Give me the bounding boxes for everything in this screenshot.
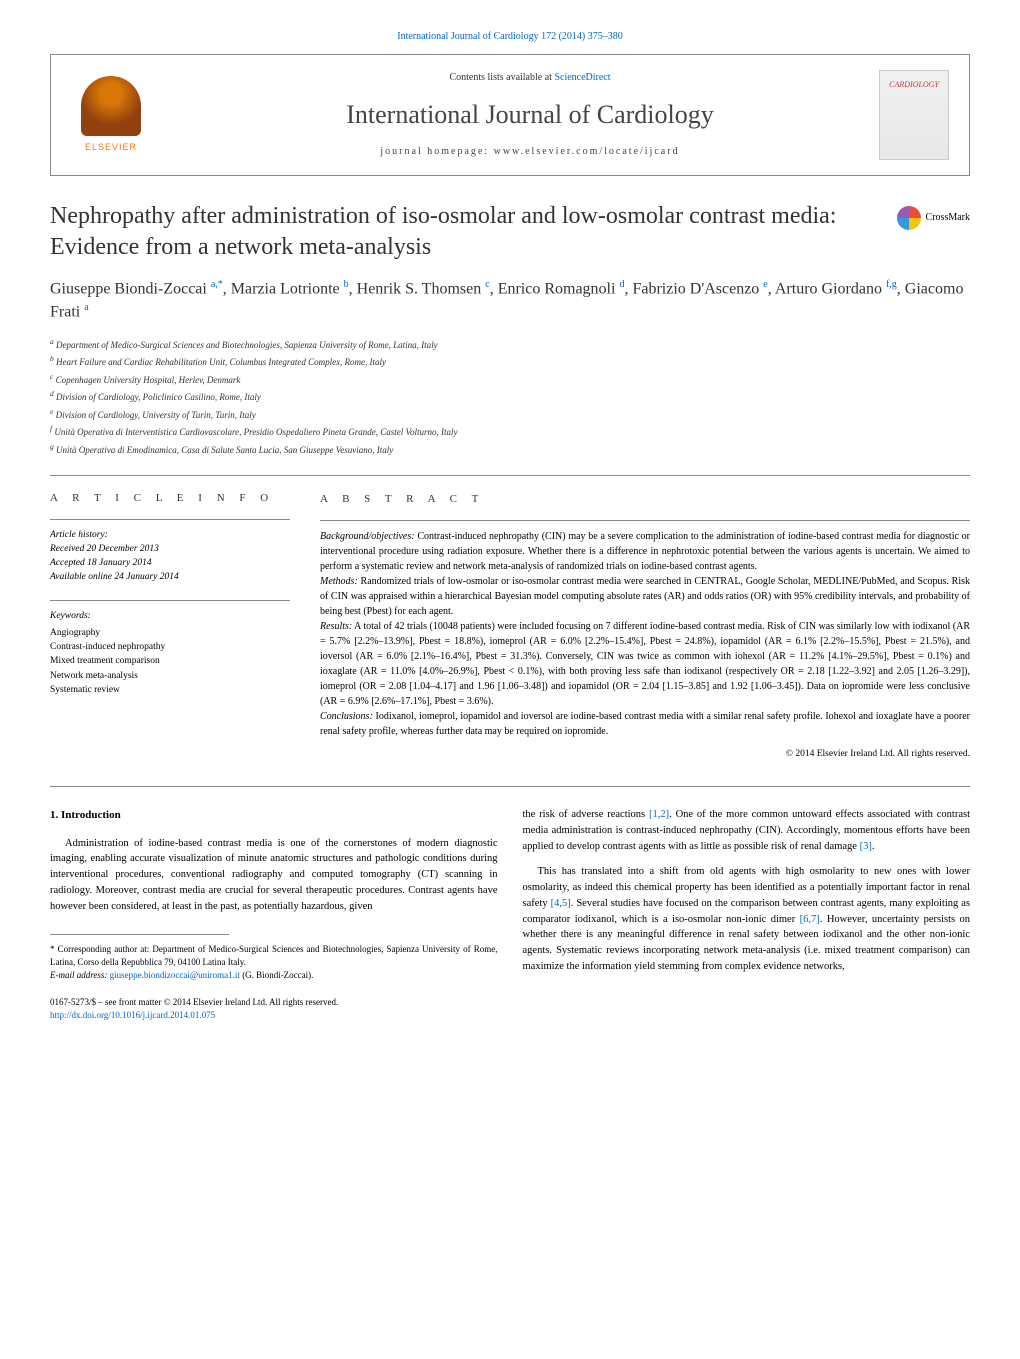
affiliation-line: e Division of Cardiology, University of … — [50, 406, 970, 423]
sciencedirect-link[interactable]: ScienceDirect — [554, 72, 610, 83]
author-list: Giuseppe Biondi-Zoccai a,*, Marzia Lotri… — [50, 278, 970, 323]
copyright: © 2014 Elsevier Ireland Ltd. All rights … — [320, 747, 970, 761]
bottom-info: 0167-5273/$ – see front matter © 2014 El… — [50, 996, 498, 1021]
elsevier-tree-icon — [81, 76, 141, 136]
keywords-label: Keywords: — [50, 609, 290, 623]
p2-pre: the risk of adverse reactions — [523, 809, 649, 820]
background-text: Contrast-induced nephropathy (CIN) may b… — [320, 531, 970, 572]
affiliation-line: g Unità Operativa di Emodinamica, Casa d… — [50, 441, 970, 458]
methods-label: Methods: — [320, 576, 358, 587]
background-label: Background/objectives: — [320, 531, 415, 542]
info-abstract-row: A R T I C L E I N F O Article history: R… — [50, 491, 970, 761]
article-title: Nephropathy after administration of iso-… — [50, 201, 877, 263]
affiliation-line: c Copenhagen University Hospital, Herlev… — [50, 371, 970, 388]
history-online: Available online 24 January 2014 — [50, 570, 290, 584]
journal-homepage: journal homepage: www.elsevier.com/locat… — [181, 145, 879, 159]
body-columns: 1. Introduction Administration of iodine… — [50, 786, 970, 1021]
p2-end: . — [872, 841, 875, 852]
journal-cover-text: CARDIOLOGY — [889, 79, 939, 90]
results-text: A total of 42 trials (10048 patients) we… — [320, 621, 970, 707]
email-suffix: (G. Biondi-Zoccai). — [240, 970, 313, 980]
affiliation-line: b Heart Failure and Cardiac Rehabilitati… — [50, 353, 970, 370]
corresponding-author: * Corresponding author at: Department of… — [50, 943, 498, 968]
left-column: 1. Introduction Administration of iodine… — [50, 807, 498, 1021]
keywords-block: Keywords: AngiographyContrast-induced ne… — [50, 600, 290, 698]
footnote-divider — [50, 934, 229, 935]
ref-4-5[interactable]: [4,5] — [551, 898, 571, 909]
footnotes: * Corresponding author at: Department of… — [50, 943, 498, 981]
abstract-column: A B S T R A C T Background/objectives: C… — [320, 491, 970, 761]
keyword-item: Systematic review — [50, 683, 290, 697]
email-line: E-mail address: giuseppe.biondizoccai@un… — [50, 969, 498, 982]
crossmark-label: CrossMark — [926, 211, 970, 225]
citation-link[interactable]: International Journal of Cardiology 172 … — [50, 30, 970, 44]
keywords-list: AngiographyContrast-induced nephropathyM… — [50, 626, 290, 697]
ref-3[interactable]: [3] — [860, 841, 872, 852]
abstract-text: Background/objectives: Contrast-induced … — [320, 520, 970, 761]
history-accepted: Accepted 18 January 2014 — [50, 556, 290, 570]
journal-header: ELSEVIER Contents lists available at Sci… — [50, 54, 970, 176]
conclusions-text: Iodixanol, iomeprol, iopamidol and iover… — [320, 711, 970, 737]
email-label: E-mail address: — [50, 970, 110, 980]
header-center: Contents lists available at ScienceDirec… — [181, 71, 879, 159]
issn-line: 0167-5273/$ – see front matter © 2014 El… — [50, 996, 498, 1009]
right-column: the risk of adverse reactions [1,2]. One… — [523, 807, 971, 1021]
abstract-methods: Methods: Randomized trials of low-osmola… — [320, 574, 970, 619]
journal-name: International Journal of Cardiology — [181, 97, 879, 133]
article-info-column: A R T I C L E I N F O Article history: R… — [50, 491, 290, 761]
affiliation-line: f Unità Operativa di Interventistica Car… — [50, 423, 970, 440]
history-label: Article history: — [50, 528, 290, 542]
intro-p3: This has translated into a shift from ol… — [523, 864, 971, 974]
keyword-item: Angiography — [50, 626, 290, 640]
intro-p2: the risk of adverse reactions [1,2]. One… — [523, 807, 971, 854]
conclusions-label: Conclusions: — [320, 711, 373, 722]
ref-1-2[interactable]: [1,2] — [649, 809, 669, 820]
history-received: Received 20 December 2013 — [50, 542, 290, 556]
elsevier-label: ELSEVIER — [85, 141, 137, 154]
abstract-label: A B S T R A C T — [320, 491, 970, 508]
keyword-item: Network meta-analysis — [50, 669, 290, 683]
abstract-results: Results: A total of 42 trials (10048 pat… — [320, 619, 970, 709]
email-link[interactable]: giuseppe.biondizoccai@uniroma1.it — [110, 970, 240, 980]
divider — [50, 475, 970, 476]
keyword-item: Mixed treatment comparison — [50, 654, 290, 668]
abstract-conclusions: Conclusions: Iodixanol, iomeprol, iopami… — [320, 709, 970, 739]
affiliation-line: d Division of Cardiology, Policlinico Ca… — [50, 388, 970, 405]
contents-line: Contents lists available at ScienceDirec… — [181, 71, 879, 85]
ref-6-7[interactable]: [6,7] — [800, 914, 820, 925]
elsevier-logo: ELSEVIER — [71, 70, 151, 160]
abstract-background: Background/objectives: Contrast-induced … — [320, 529, 970, 574]
crossmark-icon — [897, 206, 921, 230]
affiliations: a Department of Medico-Surgical Sciences… — [50, 336, 970, 458]
results-label: Results: — [320, 621, 352, 632]
article-info-label: A R T I C L E I N F O — [50, 491, 290, 506]
contents-prefix: Contents lists available at — [449, 72, 554, 83]
doi-link[interactable]: http://dx.doi.org/10.1016/j.ijcard.2014.… — [50, 1010, 215, 1020]
affiliation-line: a Department of Medico-Surgical Sciences… — [50, 336, 970, 353]
keyword-item: Contrast-induced nephropathy — [50, 640, 290, 654]
intro-heading: 1. Introduction — [50, 807, 498, 824]
journal-cover-thumb: CARDIOLOGY — [879, 70, 949, 160]
title-row: Nephropathy after administration of iso-… — [50, 201, 970, 263]
intro-p1: Administration of iodine-based contrast … — [50, 836, 498, 915]
methods-text: Randomized trials of low-osmolar or iso-… — [320, 576, 970, 617]
article-history: Article history: Received 20 December 20… — [50, 519, 290, 585]
crossmark-badge[interactable]: CrossMark — [897, 206, 970, 230]
